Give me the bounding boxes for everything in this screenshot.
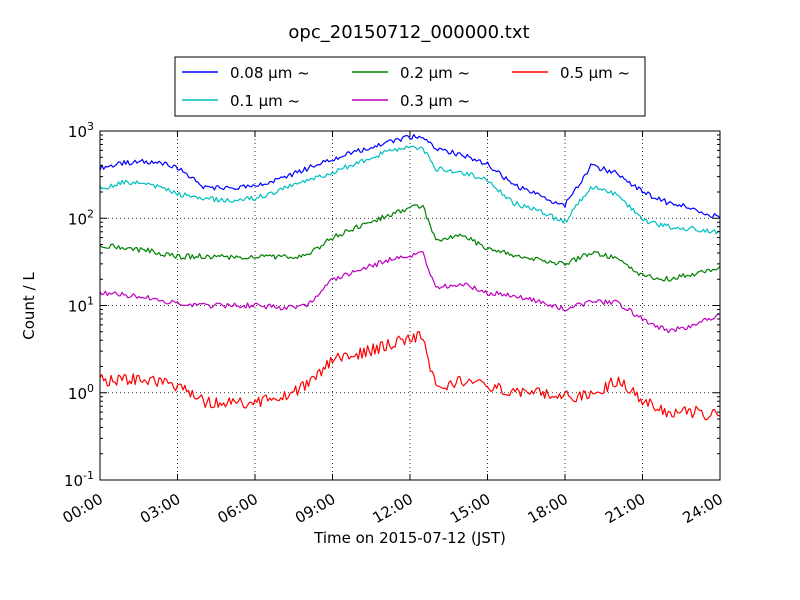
y-tick-label: 10-1	[64, 469, 94, 490]
y-tick-label: 100	[68, 382, 94, 403]
x-tick-label: 24:00	[680, 490, 726, 527]
y-tick-label: 101	[68, 295, 94, 316]
x-tick-label: 18:00	[525, 490, 571, 527]
y-tick-label: 102	[68, 207, 94, 228]
legend-entry-label: 0.5 μm ~	[560, 64, 630, 82]
grid-layer	[100, 131, 720, 480]
series-line	[99, 204, 721, 282]
legend-entry-label: 0.3 μm ~	[400, 92, 470, 110]
series-line	[99, 145, 721, 235]
series-line	[99, 134, 721, 219]
legend-entry-label: 0.2 μm ~	[400, 64, 470, 82]
series-line	[99, 330, 721, 421]
series-line	[99, 251, 721, 334]
y-tick-label: 103	[68, 120, 94, 141]
series-layer	[99, 134, 721, 421]
x-tick-label: 12:00	[370, 490, 416, 527]
legend-entry-label: 0.08 μm ~	[230, 64, 310, 82]
x-axis-label: Time on 2015-07-12 (JST)	[313, 529, 506, 547]
legend-entry-label: 0.1 μm ~	[230, 92, 300, 110]
x-tick-label: 09:00	[292, 490, 338, 527]
x-tick-label: 00:00	[60, 490, 106, 527]
x-tick-label: 21:00	[602, 490, 648, 527]
x-tick-label: 03:00	[137, 490, 183, 527]
x-tick-label: 15:00	[447, 490, 493, 527]
x-tick-label: 06:00	[215, 490, 261, 527]
legend: 0.08 μm ~ 0.1 μm ~ 0.2 μm ~ 0.3 μm ~ 0.5 μm …	[174, 56, 646, 117]
legend-box	[174, 56, 646, 117]
chart-title: opc_20150712_000000.txt	[288, 22, 529, 43]
y-axis-label: Count / L	[20, 272, 38, 340]
